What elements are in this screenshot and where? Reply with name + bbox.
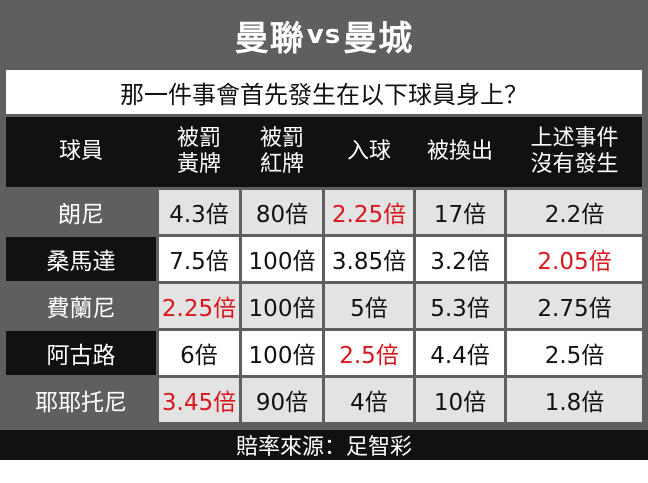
table-row: 朗尼 4.3倍 80倍 2.25倍 17倍 2.2倍 [6,190,642,234]
column-header-line: 入球 [346,138,391,164]
column-header-line: 球員 [58,138,103,164]
column-header-4: 被換出 [416,117,504,187]
odds-cell: 6倍 [159,331,239,375]
table-row: 耶耶托尼 3.45倍 90倍 4倍 10倍 1.8倍 [6,378,642,422]
odds-cell: 7.5倍 [159,237,239,281]
odds-cell: 5倍 [325,284,413,328]
column-header-line: 被換出 [426,138,493,164]
column-header-line: 黃牌 [176,152,221,177]
odds-cell: 100倍 [242,284,322,328]
table-row: 桑馬達 7.5倍 100倍 3.85倍 3.2倍 2.05倍 [6,237,642,281]
column-header-line: 上述事件 [530,125,619,151]
player-name: 耶耶托尼 [6,378,156,422]
table-header: 球員 被罰 黃牌 被罰 紅牌 入球 被換出 上述事件 沒有發生 [6,117,642,187]
odds-cell: 2.5倍 [507,331,642,375]
player-name: 桑馬達 [6,237,156,281]
odds-cell: 3.2倍 [416,237,504,281]
odds-cell: 2.25倍 [159,284,239,328]
odds-cell: 4.3倍 [159,190,239,234]
column-header-line: 被罰 [259,125,304,151]
player-name: 阿古路 [6,331,156,375]
column-header-3: 入球 [325,117,413,187]
table-row: 阿古路 6倍 100倍 2.5倍 4.4倍 2.5倍 [6,331,642,375]
home-team: 曼聯 [234,18,305,59]
odds-cell: 5.3倍 [416,284,504,328]
source-footer: 賠率來源：足智彩 [0,430,648,460]
column-header-line: 紅牌 [259,152,304,177]
odds-cell: 10倍 [416,378,504,422]
odds-cell: 4.4倍 [416,331,504,375]
column-header-5: 上述事件 沒有發生 [507,117,642,187]
player-name: 費蘭尼 [6,284,156,328]
vs-label: vs [306,20,342,50]
odds-cell: 100倍 [242,237,322,281]
match-title: 曼聯 vs 曼城 [0,0,648,70]
odds-cell: 100倍 [242,331,322,375]
odds-cell: 2.5倍 [325,331,413,375]
column-header-line: 沒有發生 [530,152,619,177]
odds-cell: 90倍 [242,378,322,422]
bottom-strip [0,460,648,483]
odds-cell: 3.85倍 [325,237,413,281]
odds-cell: 2.05倍 [507,237,642,281]
table-row: 費蘭尼 2.25倍 100倍 5倍 5.3倍 2.75倍 [6,284,642,328]
odds-cell: 4倍 [325,378,413,422]
odds-cell: 2.25倍 [325,190,413,234]
odds-cell: 1.8倍 [507,378,642,422]
column-header-2: 被罰 紅牌 [242,117,322,187]
away-team: 曼城 [343,18,414,59]
odds-cell: 17倍 [416,190,504,234]
question-banner: 那一件事會首先發生在以下球員身上？ [6,70,642,114]
column-header-line: 被罰 [176,125,221,151]
odds-cell: 2.75倍 [507,284,642,328]
column-header-1: 被罰 黃牌 [159,117,239,187]
column-header-0: 球員 [6,117,156,187]
odds-cell: 3.45倍 [159,378,239,422]
odds-cell: 80倍 [242,190,322,234]
player-name: 朗尼 [6,190,156,234]
odds-cell: 2.2倍 [507,190,642,234]
